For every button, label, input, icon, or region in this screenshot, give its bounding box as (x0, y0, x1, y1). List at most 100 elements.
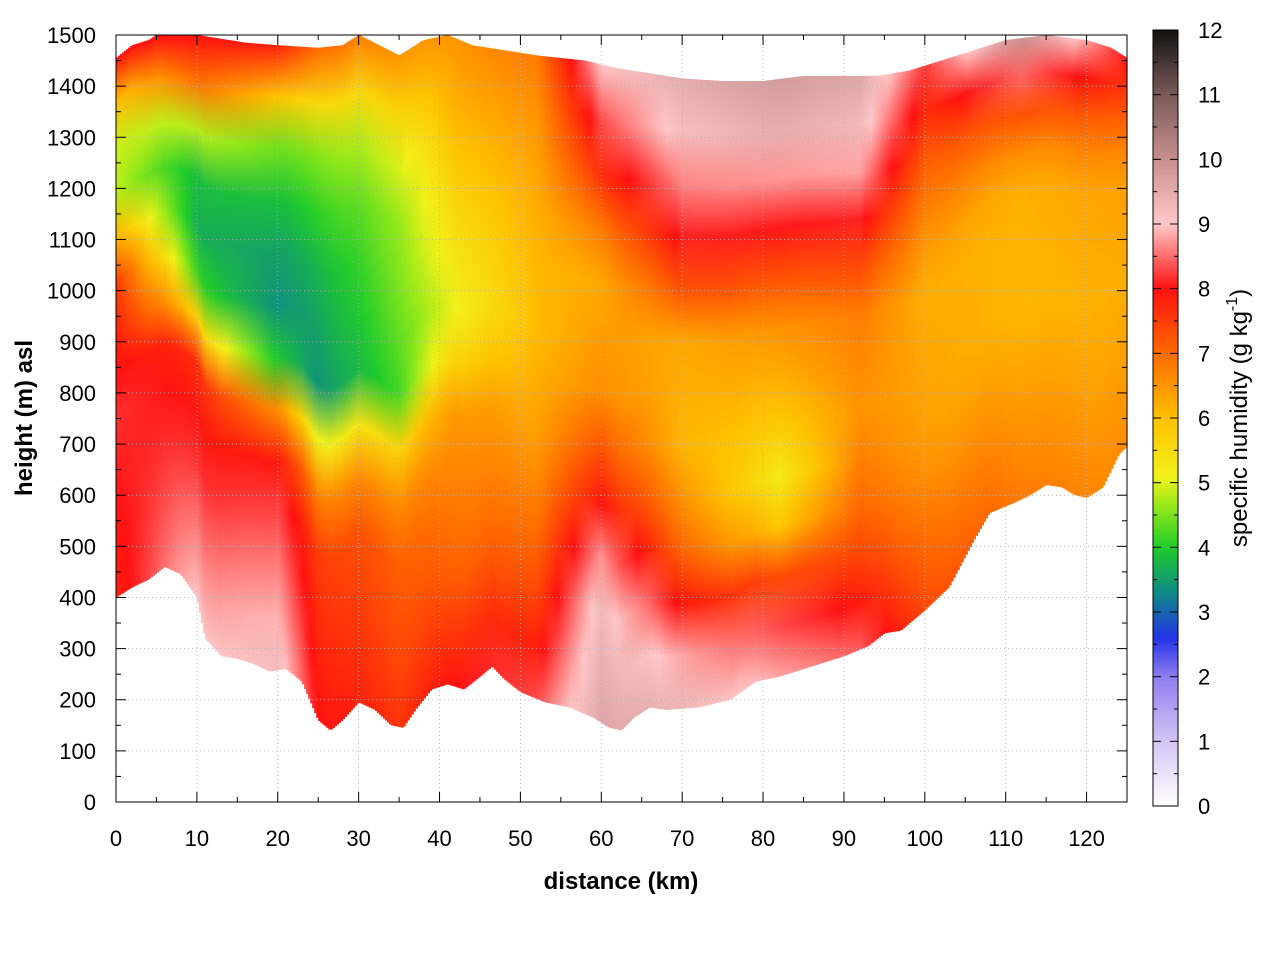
humidity-strip (455, 38, 459, 688)
humidity-strip (995, 42, 999, 511)
humidity-strip (930, 63, 934, 604)
humidity-strip (451, 37, 455, 686)
x-tick-label: 0 (110, 826, 122, 851)
humidity-strip (237, 41, 240, 660)
humidity-strip (864, 75, 867, 648)
humidity-strip (255, 43, 259, 666)
humidity-strip (698, 79, 701, 708)
humidity-strip (777, 79, 780, 677)
humidity-strip (1046, 35, 1049, 486)
humidity-strip (138, 42, 141, 584)
humidity-strip (799, 76, 803, 671)
humidity-strip (170, 35, 174, 571)
humidity-strip (754, 81, 758, 682)
humidity-strip (275, 45, 279, 671)
humidity-strip (1023, 37, 1027, 498)
humidity-strip (740, 81, 744, 692)
humidity-strip (390, 51, 394, 726)
humidity-strip (1029, 36, 1033, 495)
humidity-strip (570, 59, 574, 709)
humidity-strip (1094, 42, 1098, 493)
humidity-strip (793, 77, 796, 672)
humidity-strip (1076, 38, 1080, 496)
humidity-strip (116, 57, 119, 597)
humidity-strip (134, 44, 137, 586)
humidity-strip (393, 52, 396, 726)
humidity-strip (332, 46, 335, 728)
humidity-strip (870, 75, 873, 644)
humidity-strip (380, 46, 384, 717)
humidity-strip (609, 66, 612, 729)
humidity-strip (823, 75, 827, 663)
humidity-strip (488, 47, 491, 670)
humidity-strip (629, 70, 633, 721)
humidity-strip (178, 35, 182, 574)
humidity-strip (979, 48, 983, 529)
humidity-strip (196, 35, 200, 603)
humidity-strip (940, 60, 944, 594)
humidity-strip (217, 38, 220, 653)
humidity-strip (1021, 37, 1025, 499)
humidity-strip (924, 65, 928, 610)
humidity-strip (811, 75, 815, 667)
humidity-strip (433, 37, 437, 689)
humidity-strip (742, 81, 746, 691)
humidity-strip (900, 71, 904, 630)
humidity-strip (568, 58, 572, 708)
humidity-strip (1120, 54, 1124, 452)
humidity-strip (647, 73, 651, 709)
humidity-strip (872, 75, 875, 643)
humidity-strip (524, 53, 528, 695)
humidity-strip (589, 61, 592, 717)
humidity-strip (164, 35, 168, 568)
humidity-strip (378, 45, 382, 715)
humidity-strip (130, 46, 133, 588)
y-tick-label: 100 (59, 739, 96, 764)
humidity-strip (882, 74, 885, 635)
humidity-strip (1088, 41, 1092, 496)
humidity-strip (1019, 38, 1023, 500)
humidity-strip (514, 52, 517, 689)
humidity-strip (354, 36, 358, 706)
humidity-strip (943, 59, 946, 593)
humidity-strip (961, 53, 964, 563)
humidity-strip (878, 75, 881, 638)
humidity-strip (789, 77, 792, 674)
humidity-strip (724, 81, 728, 701)
humidity-strip (314, 47, 317, 713)
humidity-strip (253, 43, 257, 665)
humidity-strip (494, 48, 497, 670)
humidity-strip (833, 75, 837, 660)
x-tick-label: 10 (185, 826, 209, 851)
humidity-strip (841, 75, 845, 657)
humidity-strip (180, 35, 184, 576)
humidity-strip (591, 62, 594, 718)
humidity-strip (977, 48, 980, 533)
humidity-strip (815, 75, 819, 665)
humidity-strip (233, 40, 236, 659)
humidity-strip (914, 68, 918, 618)
humidity-strip (556, 57, 560, 706)
humidity-strip (550, 57, 554, 704)
humidity-strip (401, 53, 404, 728)
humidity-strip (938, 60, 942, 596)
humidity-strip (813, 75, 817, 666)
humidity-strip (625, 69, 629, 726)
humidity-strip (763, 80, 766, 680)
humidity-strip (328, 46, 331, 730)
humidity-strip (678, 77, 681, 709)
humidity-strip (617, 68, 621, 730)
x-tick-label: 80 (751, 826, 775, 851)
humidity-strip (225, 39, 228, 658)
humidity-strip (297, 46, 301, 680)
humidity-strip (269, 44, 273, 672)
humidity-strip (384, 48, 388, 721)
humidity-strip (336, 45, 340, 725)
humidity-strip (767, 80, 770, 680)
humidity-strip (1042, 35, 1045, 487)
humidity-strip (469, 44, 473, 684)
humidity-strip (1013, 38, 1017, 503)
humidity-strip (910, 69, 914, 622)
humidity-strip (670, 76, 673, 710)
humidity-strip (892, 73, 896, 632)
